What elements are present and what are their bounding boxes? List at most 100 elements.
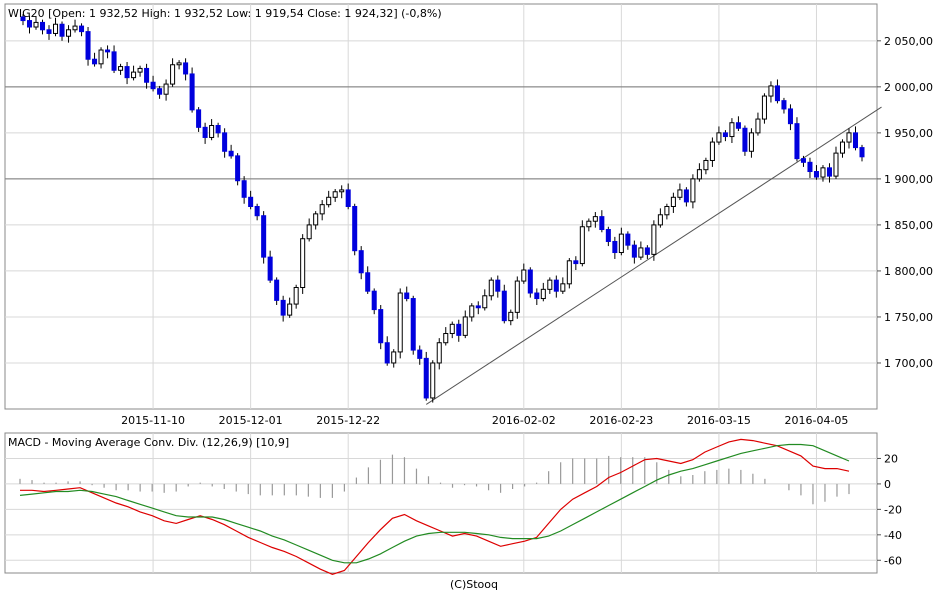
candle <box>482 295 488 309</box>
candle <box>137 67 143 73</box>
candle <box>820 167 826 178</box>
candle <box>768 85 774 97</box>
candle <box>306 224 312 240</box>
price-y-tick-label: 2 000,00 <box>884 81 933 94</box>
candle <box>495 279 501 292</box>
candle <box>787 108 793 125</box>
candle <box>761 95 767 120</box>
candle <box>586 220 592 228</box>
candle <box>527 269 533 294</box>
candle <box>605 229 611 242</box>
candle <box>39 21 46 31</box>
price-y-tick-label: 1 950,00 <box>884 127 933 140</box>
candle <box>709 141 715 161</box>
candle <box>839 141 846 154</box>
candle <box>612 240 618 254</box>
price-y-tick-label: 1 850,00 <box>884 219 933 232</box>
candle <box>111 51 117 71</box>
candle <box>833 152 839 177</box>
candle <box>859 147 865 158</box>
price-plot-frame <box>4 3 878 410</box>
price-x-tick-label: 2016-02-23 <box>589 414 653 427</box>
price-y-tick-label: 2 050,00 <box>884 35 933 48</box>
candle <box>326 196 332 206</box>
candle <box>170 64 176 85</box>
candle <box>26 20 33 28</box>
macd-y-tick-label: -60 <box>884 554 902 567</box>
price-x-tick-label: 2016-02-02 <box>492 414 556 427</box>
candle <box>85 31 91 60</box>
candle <box>618 233 624 254</box>
candle <box>46 29 52 34</box>
candle <box>417 349 423 359</box>
candle <box>163 83 169 95</box>
macd-y-tick-label: -20 <box>884 503 902 516</box>
candle <box>683 189 689 203</box>
candle <box>729 122 735 138</box>
candle <box>716 132 722 143</box>
candle <box>657 214 663 226</box>
candle <box>664 206 670 216</box>
candle <box>280 299 286 316</box>
candle <box>781 100 787 110</box>
candle <box>345 189 351 208</box>
candle <box>501 290 507 322</box>
candle <box>631 244 637 258</box>
candle <box>514 280 520 313</box>
candle <box>222 132 228 152</box>
candle <box>748 132 754 152</box>
candle <box>98 49 104 65</box>
candle <box>703 159 709 171</box>
candle <box>670 196 676 208</box>
candle <box>573 260 579 265</box>
price-x-tick-label: 2016-04-05 <box>785 414 849 427</box>
candle <box>293 287 299 305</box>
macd-y-tick-label: 0 <box>884 478 891 491</box>
candle <box>449 323 455 335</box>
candle <box>300 238 306 289</box>
candle <box>176 62 182 66</box>
price-x-tick-label: 2015-12-01 <box>219 414 283 427</box>
candle <box>430 362 436 399</box>
candle <box>215 125 221 134</box>
candle <box>319 204 325 215</box>
candle <box>651 224 657 255</box>
candle <box>53 23 59 34</box>
candle <box>592 216 598 222</box>
candle <box>488 279 494 297</box>
candle <box>566 260 572 285</box>
candle <box>722 132 728 138</box>
candle <box>755 118 761 134</box>
candle <box>352 206 358 252</box>
candle <box>807 161 813 173</box>
candle <box>735 122 741 129</box>
candle <box>313 213 319 226</box>
candle <box>33 21 39 28</box>
copyright-credit: (C)Stooq <box>449 578 498 591</box>
candle <box>124 66 130 79</box>
candle <box>521 269 527 282</box>
candle <box>72 25 78 31</box>
candle <box>339 189 345 193</box>
candle <box>183 62 189 75</box>
candle <box>540 288 546 300</box>
candle <box>794 123 800 160</box>
candle <box>846 132 852 143</box>
candle <box>196 109 202 128</box>
candle <box>267 256 273 281</box>
price-y-tick-label: 1 800,00 <box>884 265 933 278</box>
candle <box>553 279 559 292</box>
macd-line <box>20 438 850 575</box>
candle <box>638 247 644 258</box>
candle <box>254 206 260 217</box>
candle <box>560 283 566 292</box>
candle <box>644 247 650 255</box>
candle <box>144 67 150 83</box>
candle <box>800 158 806 163</box>
candle <box>202 126 208 138</box>
candle <box>20 16 26 22</box>
macd-title: MACD - Moving Average Conv. Div. (12,26,… <box>8 436 289 449</box>
candle <box>547 279 553 290</box>
